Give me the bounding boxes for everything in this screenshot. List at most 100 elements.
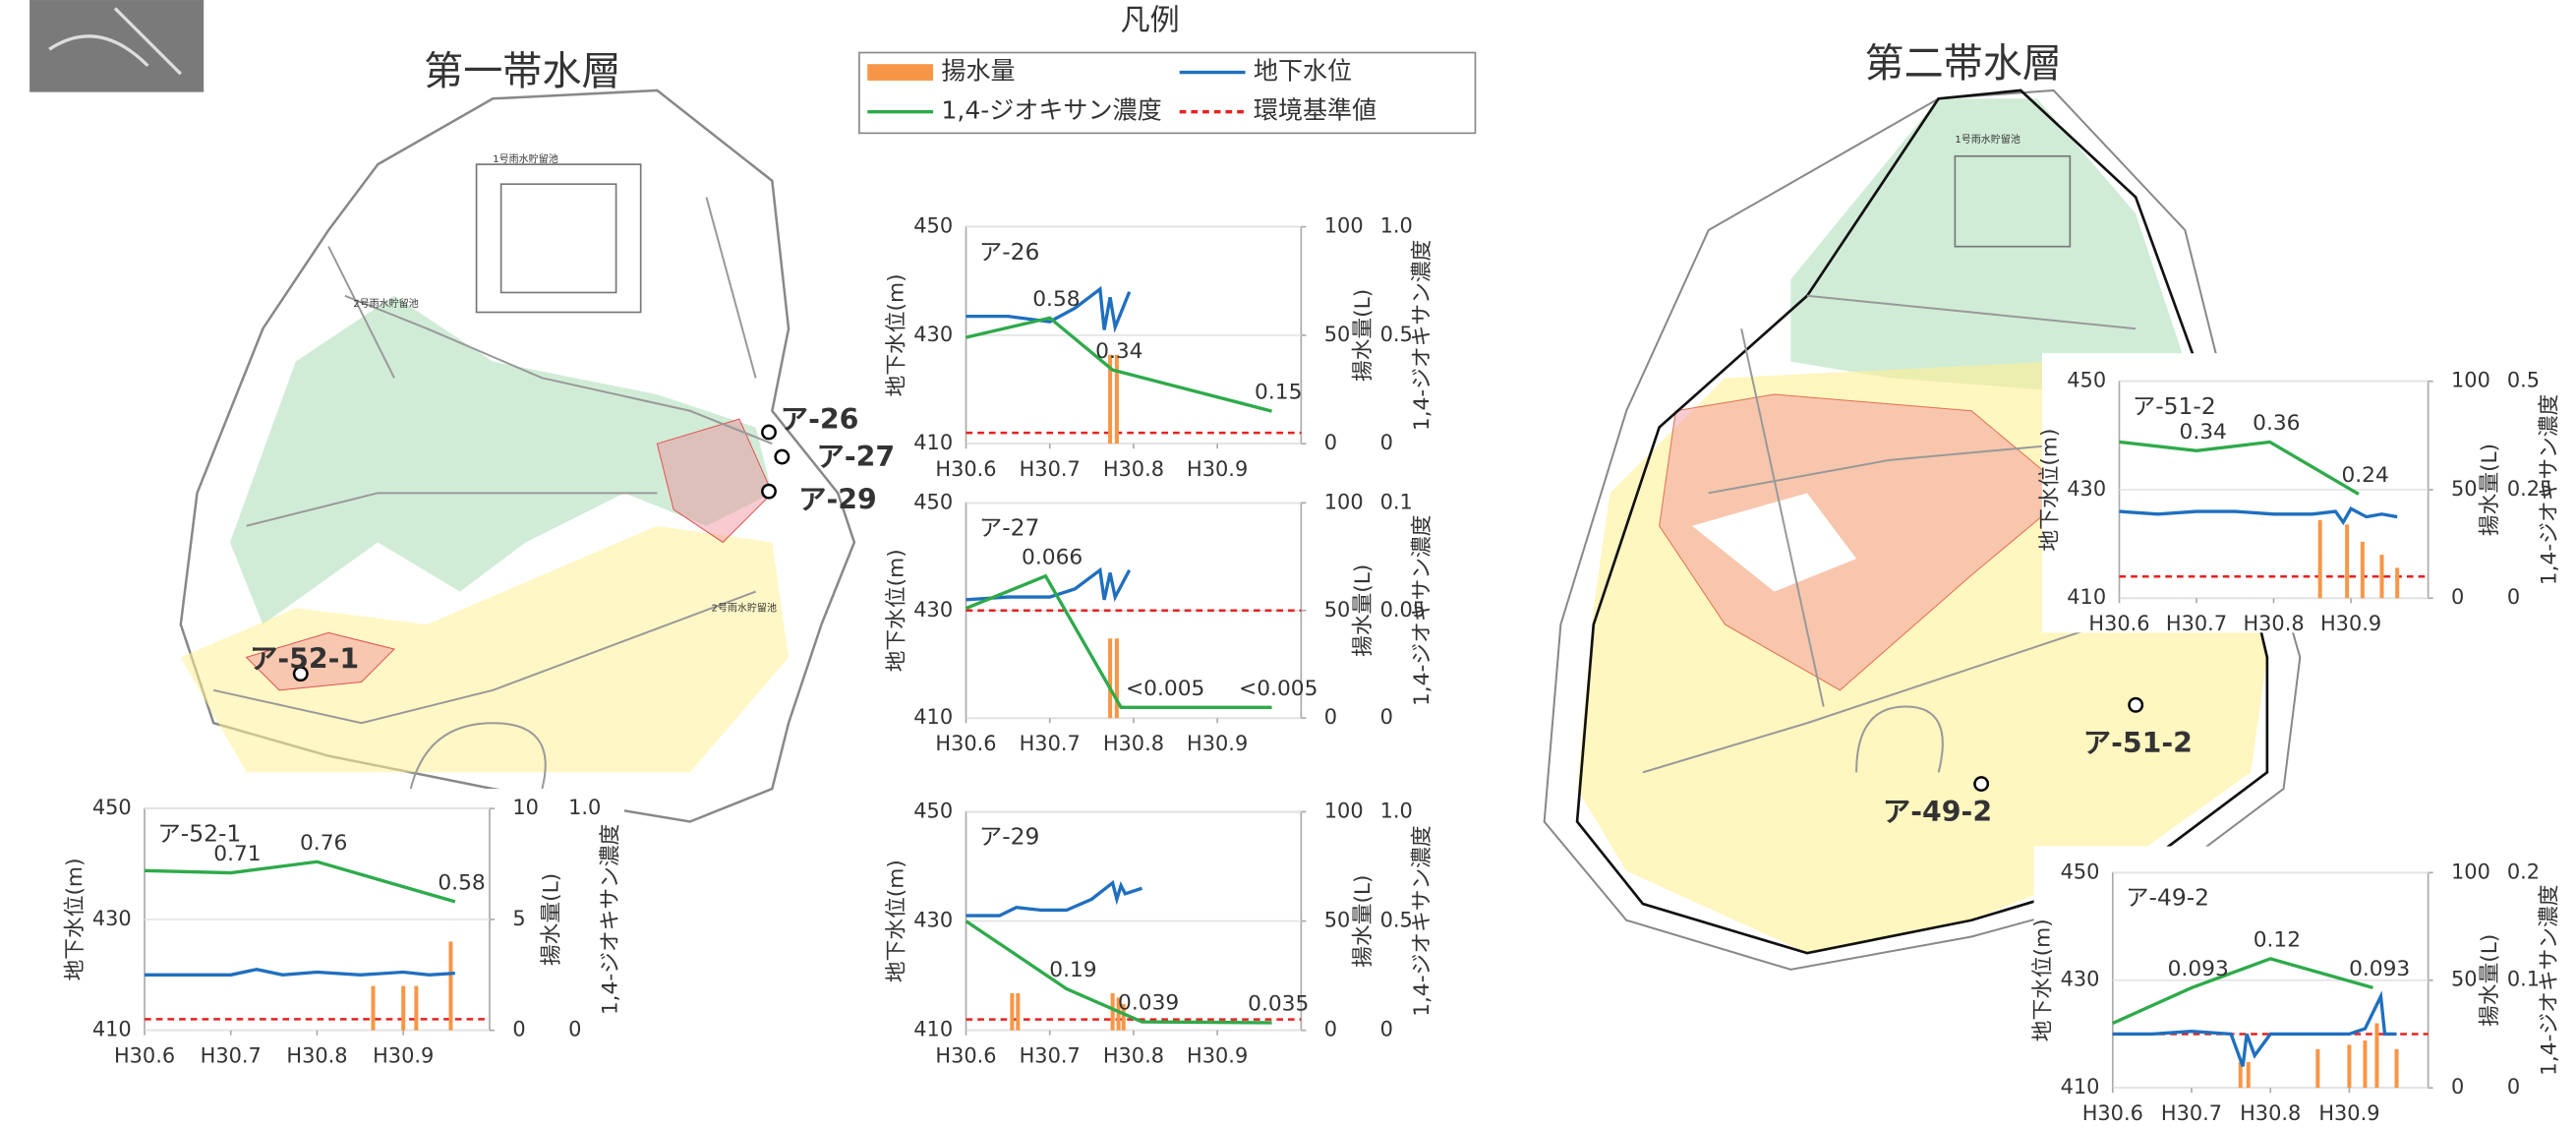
data-label: 0.71 xyxy=(213,842,261,866)
bar xyxy=(414,985,419,1031)
y3-tick-label: 0 xyxy=(2507,1075,2520,1098)
y2-tick-label: 0 xyxy=(2451,585,2464,609)
y-tick-label: 430 xyxy=(92,907,132,930)
bar xyxy=(2394,1048,2399,1089)
y2-tick-label: 100 xyxy=(1324,799,1364,822)
chart-title: ア-52-1 xyxy=(157,819,241,847)
map-label: 2号雨水貯留池 xyxy=(712,601,777,614)
data-label: <0.005 xyxy=(1126,677,1204,701)
data-label: 0.58 xyxy=(1032,287,1080,312)
bar xyxy=(1108,354,1113,445)
well-label: ア-26 xyxy=(781,403,859,436)
y2-axis-label: 揚水量(L) xyxy=(2478,444,2502,536)
zone-pink xyxy=(245,418,773,691)
x-tick-label: H30.8 xyxy=(2243,612,2304,635)
bar xyxy=(2363,1040,2368,1089)
y2-tick-label: 50 xyxy=(1324,909,1351,932)
y3-tick-label: 1.0 xyxy=(1380,799,1413,822)
x-tick-label: H30.8 xyxy=(1103,1043,1164,1067)
map-title: 第二帯水層 xyxy=(1865,41,2062,87)
y-tick-label: 410 xyxy=(92,1018,132,1041)
y3-tick-label: 0.5 xyxy=(1380,323,1413,346)
x-tick-label: H30.6 xyxy=(2082,1101,2143,1125)
x-tick-label: H30.9 xyxy=(1187,457,1248,481)
y3-tick-label: 0 xyxy=(1380,705,1393,729)
well-label: ア-51-2 xyxy=(2083,727,2193,759)
y-axis-label: 地下水位(m) xyxy=(63,858,88,980)
y3-tick-label: 0.1 xyxy=(2507,968,2540,991)
well-label: ア-29 xyxy=(798,484,877,516)
bar xyxy=(2238,1061,2243,1089)
line xyxy=(2119,506,2398,526)
bar xyxy=(2374,1023,2379,1089)
bar xyxy=(2315,1048,2320,1089)
y2-tick-label: 50 xyxy=(2451,968,2478,991)
y-axis-label: 地下水位(m) xyxy=(884,549,908,672)
x-tick-label: H30.7 xyxy=(2161,1101,2222,1125)
x-tick-label: H30.9 xyxy=(373,1043,434,1067)
y3-tick-label: 0 xyxy=(2507,585,2520,609)
y2-tick-label: 0 xyxy=(512,1018,525,1041)
chart-title: ア-29 xyxy=(979,823,1040,851)
legend-label: 地下水位 xyxy=(1254,57,1352,86)
y2-axis-label: 揚水量(L) xyxy=(539,873,563,966)
y-tick-label: 450 xyxy=(913,490,953,513)
y2-tick-label: 100 xyxy=(2451,369,2490,392)
y-tick-label: 430 xyxy=(913,598,953,622)
y-tick-label: 410 xyxy=(2061,1075,2100,1098)
y2-axis-label: 揚水量(L) xyxy=(1351,289,1376,382)
bar xyxy=(1114,638,1119,719)
x-tick-label: H30.8 xyxy=(1103,732,1164,755)
line xyxy=(966,879,1142,918)
bar xyxy=(2360,541,2365,599)
data-label: 0.035 xyxy=(1248,992,1309,1017)
legend-label: 1,4-ジオキサン濃度 xyxy=(941,96,1161,125)
x-tick-label: H30.8 xyxy=(2240,1101,2301,1125)
y3-axis-label: 1,4-ジオキサン濃度 xyxy=(1410,825,1434,1016)
data-label: 0.24 xyxy=(2341,463,2388,488)
y-axis-label: 地下水位(m) xyxy=(2037,428,2062,551)
line xyxy=(965,573,1272,709)
chart-title: ア-26 xyxy=(979,238,1040,266)
map-left: 1号雨水貯留池 2号雨水貯留池 2号雨水貯留池 xyxy=(179,89,856,823)
y-tick-label: 410 xyxy=(2067,585,2106,609)
bar xyxy=(2317,519,2322,599)
y2-tick-label: 5 xyxy=(512,907,525,930)
y-tick-label: 450 xyxy=(913,799,953,822)
x-tick-label: H30.7 xyxy=(201,1043,262,1067)
line xyxy=(966,566,1132,602)
x-tick-label: H30.9 xyxy=(2320,612,2381,635)
bar xyxy=(1016,992,1021,1031)
y3-tick-label: 0.25 xyxy=(2507,477,2552,501)
y-tick-label: 410 xyxy=(913,1018,953,1041)
x-tick-label: H30.6 xyxy=(114,1043,175,1067)
chart: 410 430 450 0 50 100 0 0.25 0.5 H30.6 H30.7 H30.8 H3… xyxy=(2037,369,2561,635)
line xyxy=(144,860,456,904)
bar xyxy=(1121,1004,1126,1031)
y2-tick-label: 100 xyxy=(2451,860,2490,883)
y2-tick-label: 100 xyxy=(1324,490,1364,513)
legend: 凡例 揚水量 地下水位 1,4-ジオキサン濃度 環境基準値 xyxy=(858,3,1477,135)
data-label: 0.039 xyxy=(1118,991,1179,1016)
line xyxy=(2112,990,2397,1067)
bar xyxy=(2379,555,2384,599)
map-label: 2号雨水貯留池 xyxy=(353,297,418,310)
well-label: ア-27 xyxy=(816,441,895,473)
y3-tick-label: 0 xyxy=(568,1018,581,1041)
data-label: 0.066 xyxy=(1022,545,1083,569)
photo xyxy=(29,0,205,92)
data-label: 0.093 xyxy=(2349,957,2410,981)
chart: 410 430 450 0 5 10 0 1.0 H30.6 H30.7 H30.8 H30.9 地下水… xyxy=(63,796,623,1067)
bar xyxy=(1116,997,1121,1031)
y2-axis-label: 揚水量(L) xyxy=(2478,934,2502,1027)
y2-tick-label: 0 xyxy=(1324,431,1337,454)
x-tick-label: H30.7 xyxy=(2166,612,2227,635)
bar xyxy=(1114,354,1119,445)
well-marker xyxy=(2128,696,2144,713)
y-axis-label: 地下水位(m) xyxy=(884,273,908,396)
data-label: 0.34 xyxy=(2180,420,2227,445)
y2-tick-label: 0 xyxy=(2451,1075,2464,1098)
data-label: 0.19 xyxy=(1049,958,1096,982)
y3-axis-label: 1,4-ジオキサン濃度 xyxy=(2537,885,2561,1076)
x-tick-label: H30.7 xyxy=(1020,1043,1081,1067)
